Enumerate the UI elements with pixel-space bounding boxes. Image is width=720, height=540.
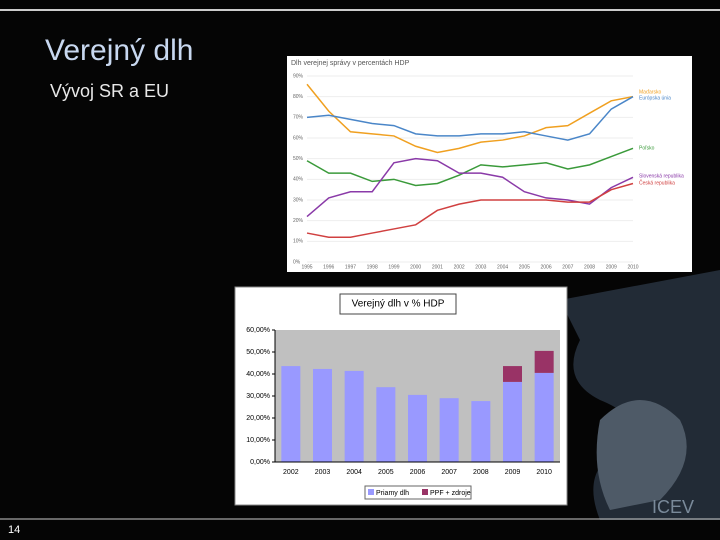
x-tick-label: 2002 [454, 264, 465, 270]
bar [534, 350, 554, 373]
y-tick-label: 80% [293, 94, 304, 100]
slide-title: Verejný dlh [45, 34, 193, 67]
bar [376, 387, 396, 462]
legend-label: Slovenská republika [639, 173, 684, 179]
x-tick-label: 2008 [584, 264, 595, 270]
y-tick-label: 20,00% [246, 415, 270, 422]
bar [534, 372, 554, 462]
x-tick-label: 2002 [283, 469, 299, 476]
x-tick-label: 2003 [475, 264, 486, 270]
line [306, 147, 634, 187]
chart-frame [287, 56, 692, 272]
x-tick-label: 2007 [562, 264, 573, 270]
y-tick-label: 10,00% [246, 437, 270, 444]
bar [503, 381, 522, 462]
bar [439, 398, 459, 462]
chart-title-box [339, 293, 457, 315]
legend-label: Poľsko [639, 145, 655, 151]
y-tick-label: 50,00% [246, 349, 270, 356]
bar [471, 401, 491, 462]
x-tick-label: 2006 [410, 469, 426, 476]
x-tick-label: 1995 [301, 264, 312, 270]
chart-title: Dlh verejnej správy v percentách HDP [291, 60, 410, 67]
x-tick-label: 2009 [606, 264, 617, 270]
y-tick-label: 40% [293, 177, 304, 183]
x-tick-label: 2007 [441, 469, 457, 476]
x-tick-label: 2001 [432, 264, 443, 270]
legend-label: PPF + zdroje [430, 490, 471, 497]
y-tick-label: 60,00% [246, 327, 270, 334]
x-tick-label: 2006 [541, 264, 552, 270]
bar [344, 370, 364, 462]
x-tick-label: 2009 [505, 469, 521, 476]
x-tick-label: 2004 [497, 264, 508, 270]
slide-subtitle: Vývoj SR a EU [50, 81, 169, 101]
x-tick-label: 2005 [378, 469, 394, 476]
y-tick-label: 30% [293, 197, 304, 203]
y-tick-label: 10% [293, 239, 304, 245]
legend-swatch [368, 489, 374, 495]
bar [503, 366, 522, 382]
x-tick-label: 1998 [367, 264, 378, 270]
x-tick-label: 1997 [345, 264, 356, 270]
legend-label: Priamy dlh [376, 490, 409, 497]
y-tick-label: 0,00% [250, 459, 270, 466]
puzzle-decoration [560, 270, 720, 520]
legend-label: Európska únia [639, 95, 671, 101]
legend-swatch [422, 489, 428, 495]
legend-label: Česká republika [639, 179, 675, 186]
logo: ICEV [652, 497, 694, 517]
line [306, 96, 634, 141]
y-tick-label: 20% [293, 218, 304, 224]
x-tick-label: 2010 [627, 264, 638, 270]
y-tick-label: 90% [293, 73, 304, 79]
x-tick-label: 1996 [323, 264, 334, 270]
x-tick-label: 2004 [346, 469, 362, 476]
x-tick-label: 1999 [388, 264, 399, 270]
page-number: 14 [8, 524, 20, 536]
bar [408, 394, 427, 462]
legend-label: Maďarsko [639, 89, 661, 95]
x-tick-label: 2005 [519, 264, 530, 270]
x-tick-label: 2010 [536, 469, 552, 476]
bar [313, 368, 332, 462]
legend-box [364, 485, 472, 500]
chart-title: Verejný dlh v % HDP [352, 299, 445, 310]
y-tick-label: 60% [293, 135, 304, 141]
y-tick-label: 70% [293, 115, 304, 121]
y-tick-label: 40,00% [246, 371, 270, 378]
y-tick-label: 0% [293, 259, 301, 265]
x-tick-label: 2003 [315, 469, 331, 476]
x-tick-label: 2000 [410, 264, 421, 270]
y-tick-label: 50% [293, 156, 304, 162]
line [306, 182, 634, 238]
line [306, 83, 634, 154]
x-tick-label: 2008 [473, 469, 489, 476]
y-tick-label: 30,00% [246, 393, 270, 400]
bar [281, 366, 301, 462]
